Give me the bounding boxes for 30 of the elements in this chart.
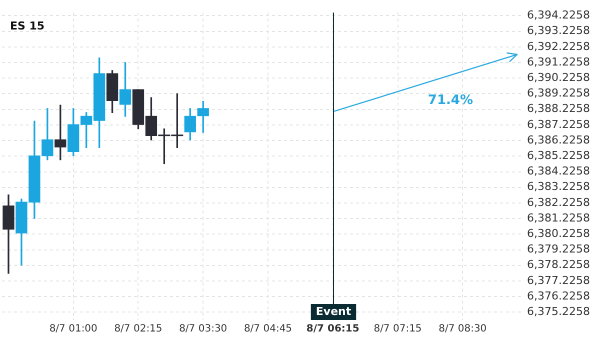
x-tick-label: 8/7 07:15 (374, 324, 422, 335)
x-tick-label: 8/7 06:15 (306, 324, 360, 335)
y-tick-label: 6,381.2258 (527, 211, 590, 224)
y-tick-label: 6,375.2258 (527, 305, 590, 318)
y-tick-label: 6,388.2258 (527, 102, 590, 116)
y-tick-label: 6,387.2258 (527, 118, 590, 131)
y-tick-label: 6,389.2258 (527, 86, 590, 100)
x-tick-label: 8/7 08:30 (438, 324, 487, 335)
y-tick-label: 6,379.2258 (527, 242, 590, 256)
text: ES 15 (10, 19, 45, 32)
y-tick-label: 6,393.2258 (527, 24, 590, 38)
y-tick-label: 6,377.2258 (527, 274, 590, 287)
annotation: 71.4% (428, 92, 473, 108)
x-tick-label: 8/7 04:45 (244, 324, 292, 335)
x-tick-label: 8/7 01:00 (49, 324, 98, 335)
y-tick-label: 6,383.2258 (527, 180, 590, 194)
ref-line-label: Event (316, 304, 352, 318)
y-tick-label: 6,386.2258 (527, 133, 590, 146)
y-tick-label: 6,382.2258 (527, 196, 590, 209)
y-tick-label: 6,394.2258 (527, 8, 590, 22)
y-tick-label: 6,380.2258 (527, 227, 590, 240)
x-tick-label: 8/7 03:30 (179, 324, 228, 335)
x-tick-label: 8/7 02:15 (114, 324, 162, 335)
y-tick-label: 6,378.2258 (527, 258, 590, 272)
y-tick-label: 6,392.2258 (527, 40, 590, 53)
y-tick-label: 6,391.2258 (527, 55, 590, 68)
y-tick-label: 6,384.2258 (527, 164, 590, 178)
y-tick-label: 6,390.2258 (527, 70, 590, 84)
y-tick-label: 6,385.2258 (527, 149, 590, 162)
y-tick-label: 6,376.2258 (527, 289, 590, 302)
